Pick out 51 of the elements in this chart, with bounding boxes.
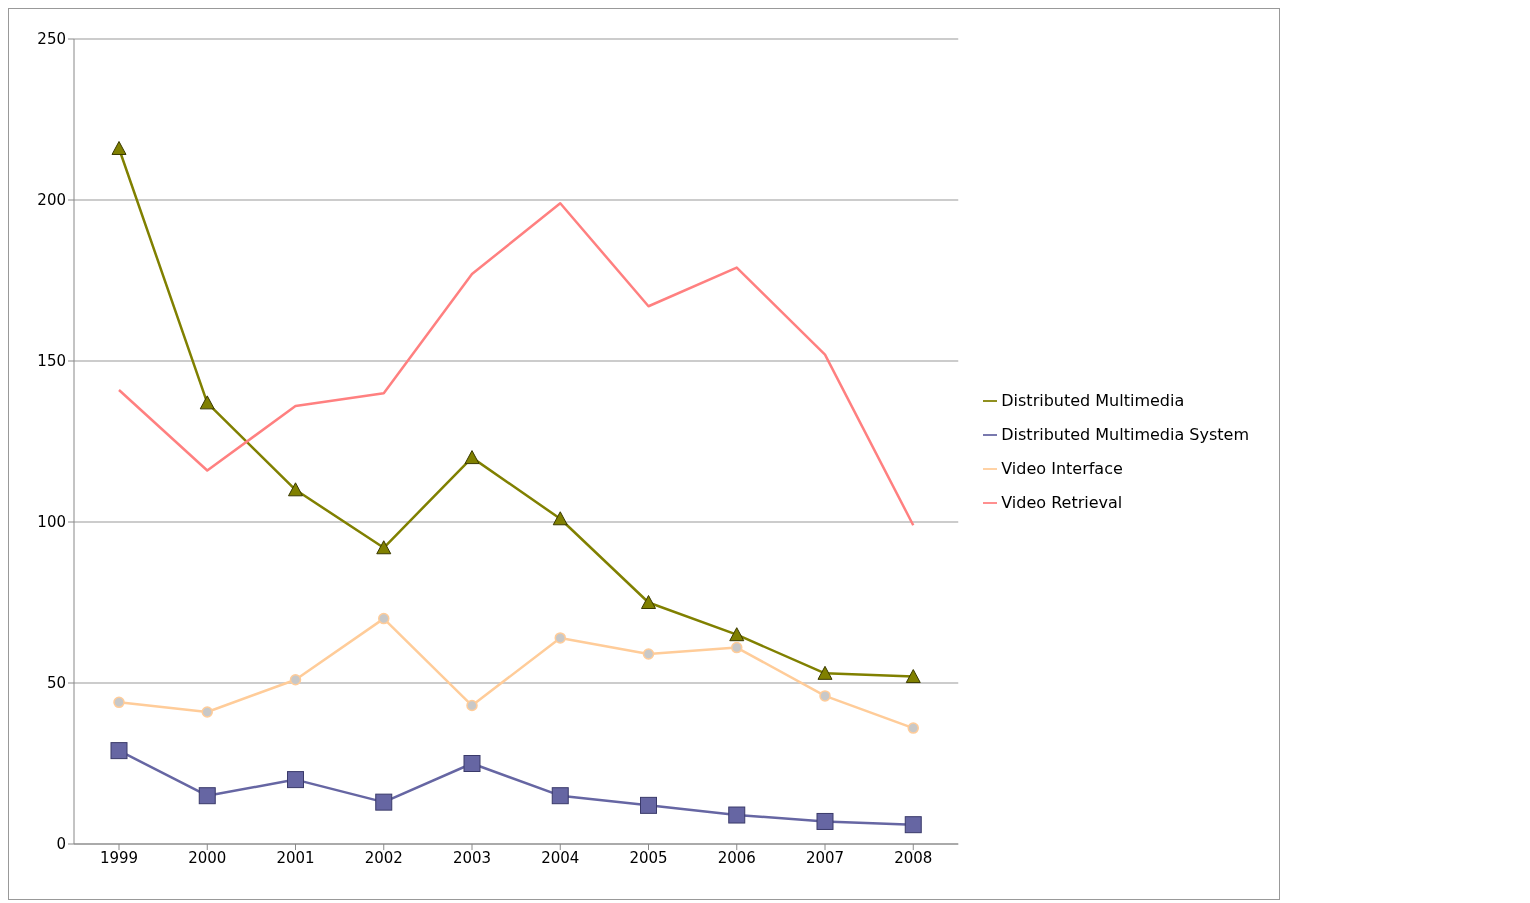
- point: [816, 812, 834, 830]
- x-tick-label: 1999: [99, 848, 139, 867]
- point: [464, 450, 480, 465]
- point: [905, 669, 921, 684]
- point: [110, 742, 128, 760]
- point: [287, 771, 304, 789]
- point: [201, 706, 213, 718]
- point: [640, 796, 657, 814]
- point: [376, 540, 392, 555]
- x-tick-label: 2002: [364, 848, 403, 867]
- y-tick-label: 50: [46, 674, 66, 693]
- x-tick-label: 2001: [276, 848, 315, 867]
- y-tick-label: 150: [37, 352, 66, 371]
- x-tick-label: 2003: [452, 848, 492, 867]
- x-tick-label: 2000: [188, 848, 227, 867]
- y-tick-label: 100: [37, 513, 66, 532]
- x-tick-label: 2008: [894, 848, 933, 867]
- point: [199, 395, 215, 410]
- point: [378, 612, 390, 625]
- point: [642, 648, 655, 660]
- point: [551, 787, 569, 805]
- point: [731, 641, 743, 654]
- point: [111, 140, 127, 155]
- legend-label: Video Retrieval: [1001, 492, 1123, 512]
- point: [819, 690, 831, 702]
- point: [289, 674, 302, 686]
- x-tick-label: 2004: [541, 848, 580, 867]
- point: [554, 632, 566, 644]
- point: [375, 793, 393, 811]
- x-tick-label: 2006: [717, 848, 756, 867]
- y-tick-label: 250: [37, 30, 66, 49]
- legend-label: Video Interface: [1001, 458, 1123, 478]
- y-tick-label: 200: [37, 191, 66, 210]
- point: [552, 511, 568, 526]
- line-series: [117, 201, 915, 527]
- point: [641, 595, 656, 609]
- point: [817, 665, 833, 680]
- x-tick-label: 2005: [629, 848, 668, 867]
- point: [728, 806, 746, 824]
- point: [198, 787, 216, 805]
- point: [288, 482, 303, 497]
- point: [466, 699, 478, 712]
- legend-label: Distributed Multimedia: [1001, 390, 1185, 410]
- point: [463, 755, 481, 772]
- point: [907, 722, 919, 734]
- y-tick-label: 0: [56, 835, 66, 854]
- point: [113, 696, 125, 709]
- point: [729, 627, 745, 642]
- point: [904, 816, 922, 834]
- x-tick-label: 2007: [805, 848, 845, 867]
- legend-label: Distributed Multimedia System: [1001, 424, 1249, 444]
